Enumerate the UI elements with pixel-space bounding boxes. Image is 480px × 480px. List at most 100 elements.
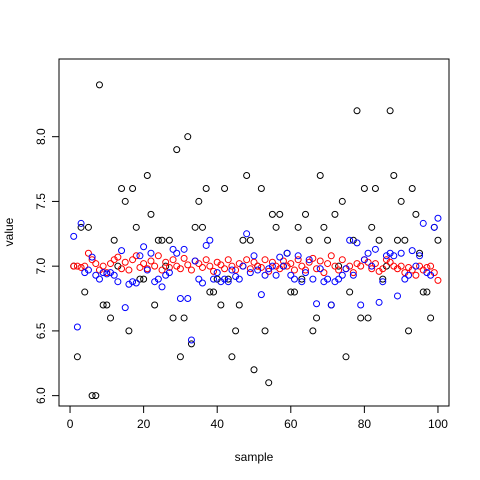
data-point: [408, 247, 416, 255]
data-point: [335, 266, 343, 274]
data-point: [287, 271, 295, 279]
data-point: [235, 301, 243, 309]
x-tick-label: 40: [211, 417, 225, 431]
data-point: [305, 258, 313, 266]
data-point: [184, 261, 192, 269]
data-point: [228, 266, 236, 274]
data-point: [316, 172, 324, 180]
data-point: [250, 366, 258, 374]
data-point: [217, 261, 225, 269]
data-point: [309, 327, 317, 335]
data-point: [165, 263, 173, 271]
data-point: [349, 271, 357, 279]
data-point: [191, 223, 199, 231]
data-point: [419, 288, 427, 296]
data-point: [276, 253, 284, 261]
data-point: [364, 249, 372, 257]
data-point: [224, 278, 232, 286]
data-point: [371, 245, 379, 253]
data-point: [360, 184, 368, 192]
data-point: [180, 245, 188, 253]
data-point: [73, 262, 81, 270]
data-point: [434, 236, 442, 244]
data-point: [136, 263, 144, 271]
data-point: [353, 107, 361, 115]
data-point: [132, 252, 140, 260]
data-point: [221, 184, 229, 192]
data-point: [338, 256, 346, 264]
data-point: [88, 392, 96, 400]
data-point: [320, 269, 328, 277]
data-point: [147, 210, 155, 218]
y-axis-title: value: [2, 217, 16, 246]
data-point: [324, 275, 332, 283]
data-point: [412, 210, 420, 218]
data-point: [357, 301, 365, 309]
data-point: [257, 184, 265, 192]
data-point: [338, 197, 346, 205]
data-point: [217, 301, 225, 309]
data-point: [272, 223, 280, 231]
data-point: [360, 256, 368, 264]
data-point: [154, 275, 162, 283]
data-point: [290, 288, 298, 296]
data-point: [118, 265, 126, 273]
data-point: [195, 275, 203, 283]
data-point: [412, 262, 420, 270]
data-point: [210, 267, 218, 275]
data-point: [401, 275, 409, 283]
data-point: [375, 298, 383, 306]
plot-frame: [58, 58, 450, 407]
data-point: [393, 236, 401, 244]
data-point: [140, 243, 148, 251]
x-tick-label: 0: [67, 417, 74, 431]
data-point: [176, 265, 184, 273]
y-axis: 6.0 6.5 7.0 7.5 8.0: [34, 128, 60, 404]
data-point: [81, 262, 89, 270]
data-point: [386, 107, 394, 115]
data-point: [405, 327, 413, 335]
data-point: [198, 223, 206, 231]
data-point: [390, 172, 398, 180]
data-point: [294, 256, 302, 264]
data-point: [390, 252, 398, 260]
data-point: [95, 81, 103, 89]
data-point: [114, 278, 122, 286]
data-point: [243, 230, 251, 238]
data-point: [118, 184, 126, 192]
data-point: [191, 257, 199, 265]
data-point: [357, 314, 365, 322]
data-point: [324, 260, 332, 268]
data-point: [423, 288, 431, 296]
data-point: [202, 241, 210, 249]
x-tick-label: 100: [428, 417, 448, 431]
data-point: [397, 262, 405, 270]
data-point: [77, 263, 85, 271]
data-point: [254, 266, 262, 274]
data-point: [143, 266, 151, 274]
data-point: [368, 262, 376, 270]
data-point: [434, 276, 442, 284]
data-point: [239, 262, 247, 270]
data-point: [419, 219, 427, 227]
data-point: [173, 146, 181, 154]
data-point: [206, 262, 214, 270]
data-point: [401, 236, 409, 244]
data-point: [416, 252, 424, 260]
data-point: [298, 275, 306, 283]
data-point: [81, 288, 89, 296]
data-point: [349, 269, 357, 277]
data-point: [283, 249, 291, 257]
data-point: [272, 271, 280, 279]
data-point: [162, 258, 170, 266]
data-point: [202, 184, 210, 192]
data-point: [110, 236, 118, 244]
data-point: [239, 236, 247, 244]
data-point: [147, 257, 155, 265]
data-point: [386, 258, 394, 266]
data-point: [316, 265, 324, 273]
data-point: [158, 266, 166, 274]
x-tick-label: 20: [137, 417, 151, 431]
data-point: [92, 392, 100, 400]
data-point: [250, 252, 258, 260]
